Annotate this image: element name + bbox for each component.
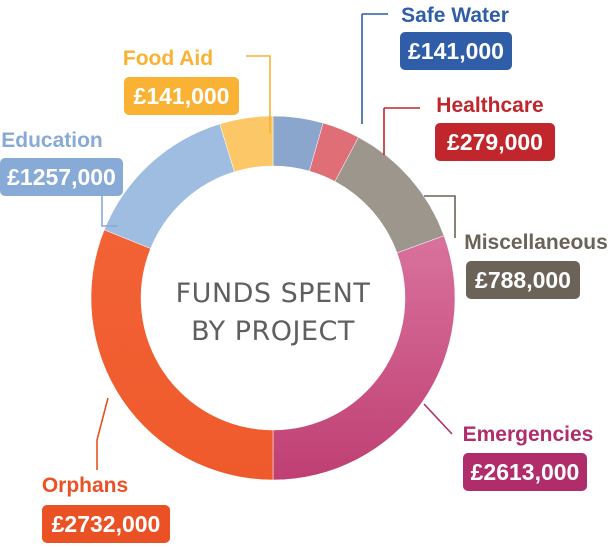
value-emergencies: £2613,000 [471, 459, 580, 485]
value-badge-miscellaneous [466, 261, 580, 299]
label-emergencies: Emergencies [463, 423, 594, 446]
value-badge-healthcare [435, 123, 555, 161]
value-badge-food-aid [124, 77, 239, 115]
slice-food-aid [219, 115, 274, 173]
label-safe-water: Safe Water [401, 4, 509, 27]
slices-layer [90, 115, 456, 481]
value-education: £1257,000 [7, 164, 116, 190]
leader-education [101, 192, 118, 227]
slice-orphans [90, 229, 274, 481]
leader-lines [96, 13, 456, 470]
value-miscellaneous: £788,000 [475, 267, 571, 293]
label-orphans: Orphans [42, 474, 128, 497]
value-healthcare: £279,000 [447, 129, 543, 155]
label-healthcare: Healthcare [436, 94, 543, 117]
slice-labels: Safe Water £141,000 Healthcare £279,000 Misc… [0, 4, 608, 543]
value-safe-water: £141,000 [408, 38, 504, 64]
leader-emergencies [423, 403, 453, 435]
value-orphans: £2732,000 [52, 511, 161, 537]
chart-title-line-1: FUNDS SPENT [176, 278, 371, 309]
slice-emergencies [272, 235, 456, 481]
slice-miscellaneous [334, 136, 445, 254]
value-badge-emergencies [463, 453, 587, 491]
leader-orphans [96, 397, 109, 470]
value-food-aid: £141,000 [134, 83, 230, 109]
label-education: Education [1, 129, 103, 152]
leader-food-aid [246, 55, 271, 133]
label-food-aid: Food Aid [123, 47, 213, 70]
slice-education [103, 123, 235, 249]
label-miscellaneous: Miscellaneous [464, 231, 608, 254]
value-badge-safe-water [400, 32, 512, 70]
value-badge-education [0, 158, 123, 196]
leader-miscellaneous [424, 195, 456, 238]
chart-title-line-2: BY PROJECT [191, 316, 355, 347]
value-badge-orphans [42, 505, 170, 543]
